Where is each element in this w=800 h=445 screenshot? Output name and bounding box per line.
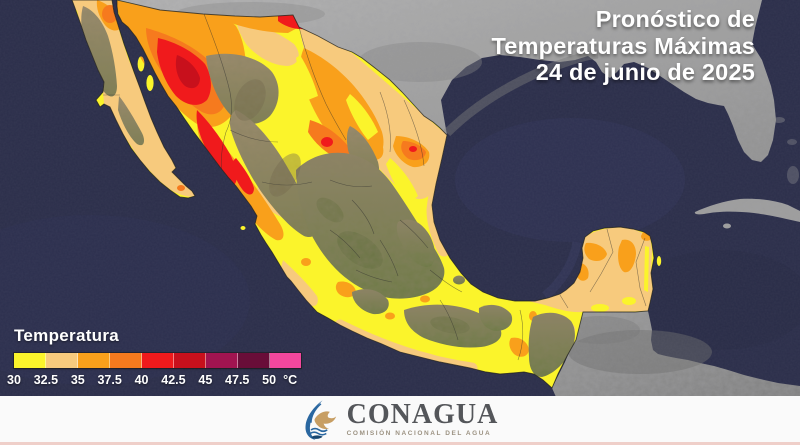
legend-tick: 32.5 bbox=[33, 373, 59, 387]
legend-unit: °C bbox=[283, 373, 298, 387]
title-line-2: Temperaturas Máximas bbox=[491, 32, 755, 59]
mexico-outline bbox=[71, 0, 655, 389]
legend-tick: 47.5 bbox=[225, 373, 250, 387]
legend-swatch bbox=[78, 353, 110, 368]
legend-swatch bbox=[238, 353, 270, 368]
org-name: CONAGUA bbox=[346, 399, 499, 430]
legend-tick: 40 bbox=[134, 373, 149, 387]
legend-swatch bbox=[14, 353, 46, 368]
org-subtitle: COMISIÓN NACIONAL DEL AGUA bbox=[346, 430, 492, 437]
legend-swatch bbox=[46, 353, 78, 368]
legend-tick: 45 bbox=[198, 373, 213, 387]
legend-tick: 50 bbox=[262, 373, 277, 387]
footer-bar: CONAGUA COMISIÓN NACIONAL DEL AGUA bbox=[0, 396, 800, 445]
legend-tick: 37.5 bbox=[97, 373, 122, 387]
legend-colorbar bbox=[13, 352, 302, 369]
legend-swatch bbox=[142, 353, 174, 368]
legend-swatch bbox=[110, 353, 142, 368]
legend-tick: 35 bbox=[70, 373, 85, 387]
state-boundaries bbox=[103, 13, 647, 361]
map-svg bbox=[0, 0, 800, 397]
legend-swatch bbox=[270, 353, 301, 368]
legend-ticks: 30 32.5 35 37.5 40 42.5 45 47.5 50 °C bbox=[7, 373, 334, 389]
brand-text: CONAGUA COMISIÓN NACIONAL DEL AGUA bbox=[346, 399, 499, 438]
legend-swatch bbox=[174, 353, 206, 368]
legend-tick: 30 bbox=[7, 373, 21, 387]
title-line-3: 24 de junio de 2025 bbox=[535, 59, 755, 85]
legend-swatch bbox=[206, 353, 238, 368]
terrain-under-30c bbox=[81, 6, 575, 377]
legend-title: Temperatura bbox=[14, 326, 120, 345]
temperature-legend: Temperatura 30 32.5 35 37.5 40 42.5 45 47.5 50 °C bbox=[7, 326, 334, 389]
title-block: Pronóstico de Temperaturas Máximas 24 de… bbox=[492, 6, 756, 86]
title-line-1: Pronóstico de bbox=[595, 6, 755, 32]
conagua-brand: CONAGUA COMISIÓN NACIONAL DEL AGUA bbox=[302, 398, 499, 442]
legend-tick: 42.5 bbox=[161, 373, 186, 387]
conagua-logo-icon bbox=[305, 399, 336, 440]
